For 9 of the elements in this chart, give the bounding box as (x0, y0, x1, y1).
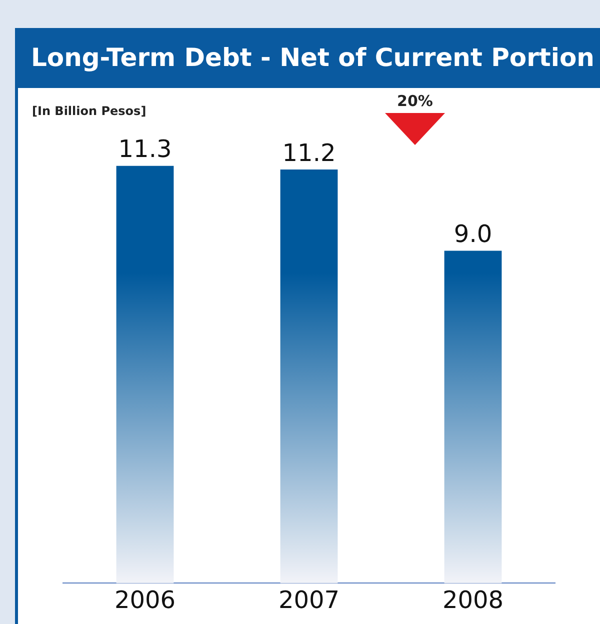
data-label: 9.0 (454, 220, 492, 248)
x-tick-label: 2006 (114, 586, 176, 614)
chart-title: Long-Term Debt - Net of Current Portion (15, 28, 600, 88)
y-axis-title: [In Billion Pesos] (32, 104, 146, 118)
x-tick-label: 2008 (442, 586, 504, 614)
text: 20% (396, 92, 434, 110)
x-tick-label: 2007 (278, 586, 340, 614)
data-label: 11.3 (118, 135, 172, 164)
data-label: 11.2 (282, 138, 336, 167)
